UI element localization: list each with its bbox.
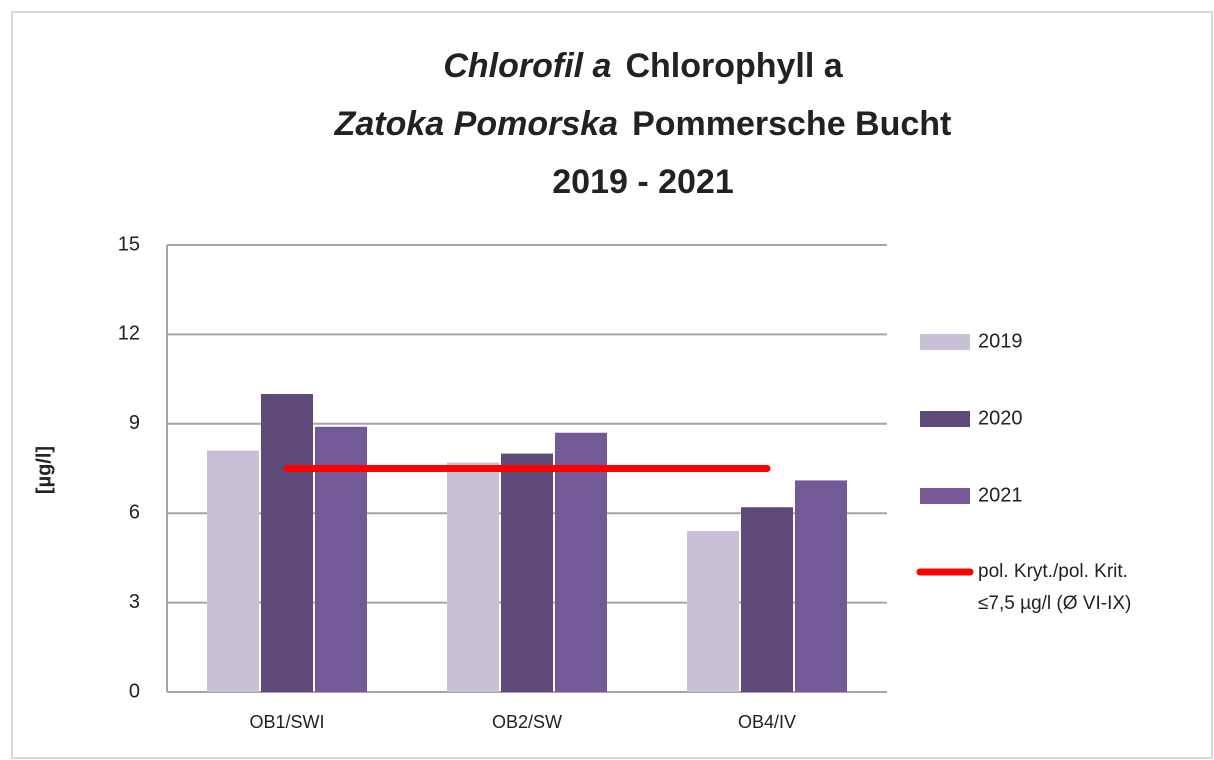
bar [555,432,607,692]
title-part: Chlorofil a [443,47,611,85]
legend-swatch [920,411,970,427]
y-tick-label: 0 [129,680,140,702]
bar [207,450,259,692]
bar [795,480,847,692]
x-tick-label: OB2/SW [492,712,562,732]
legend-label: pol. Kryt./pol. Krit. [978,561,1128,582]
y-tick-label: 15 [118,233,140,255]
x-tick-label: OB4/IV [738,712,796,732]
legend-swatch [920,334,970,350]
bar [261,394,313,692]
bar [741,507,793,692]
bar [447,462,499,692]
legend-label: ≤7,5 µg/l (Ø VI-IX) [978,593,1131,614]
y-tick-label: 6 [129,501,140,523]
title-part: 2019 - 2021 [552,163,734,201]
y-tick-label: 3 [129,591,140,613]
chart-title: 2019 - 2021 [552,163,734,201]
title-part: Zatoka Pomorska [334,105,618,143]
title-part: Chlorophyll a [625,47,843,85]
legend-label: 2019 [978,330,1023,352]
x-tick-label: OB1/SWI [249,712,324,732]
legend-label: 2021 [978,484,1023,506]
bar [501,453,553,692]
title-part: Pommersche Bucht [632,105,951,143]
bar [687,531,739,692]
y-tick-label: 12 [118,323,140,345]
y-axis-label: [µg/l] [33,446,55,494]
legend-swatch [920,488,970,504]
y-tick-label: 9 [129,412,140,434]
chart-title: Zatoka Pomorska Pommersche Bucht [334,105,952,143]
legend-label: 2020 [978,407,1023,429]
chart-title: Chlorofil a Chlorophyll a [443,47,843,85]
